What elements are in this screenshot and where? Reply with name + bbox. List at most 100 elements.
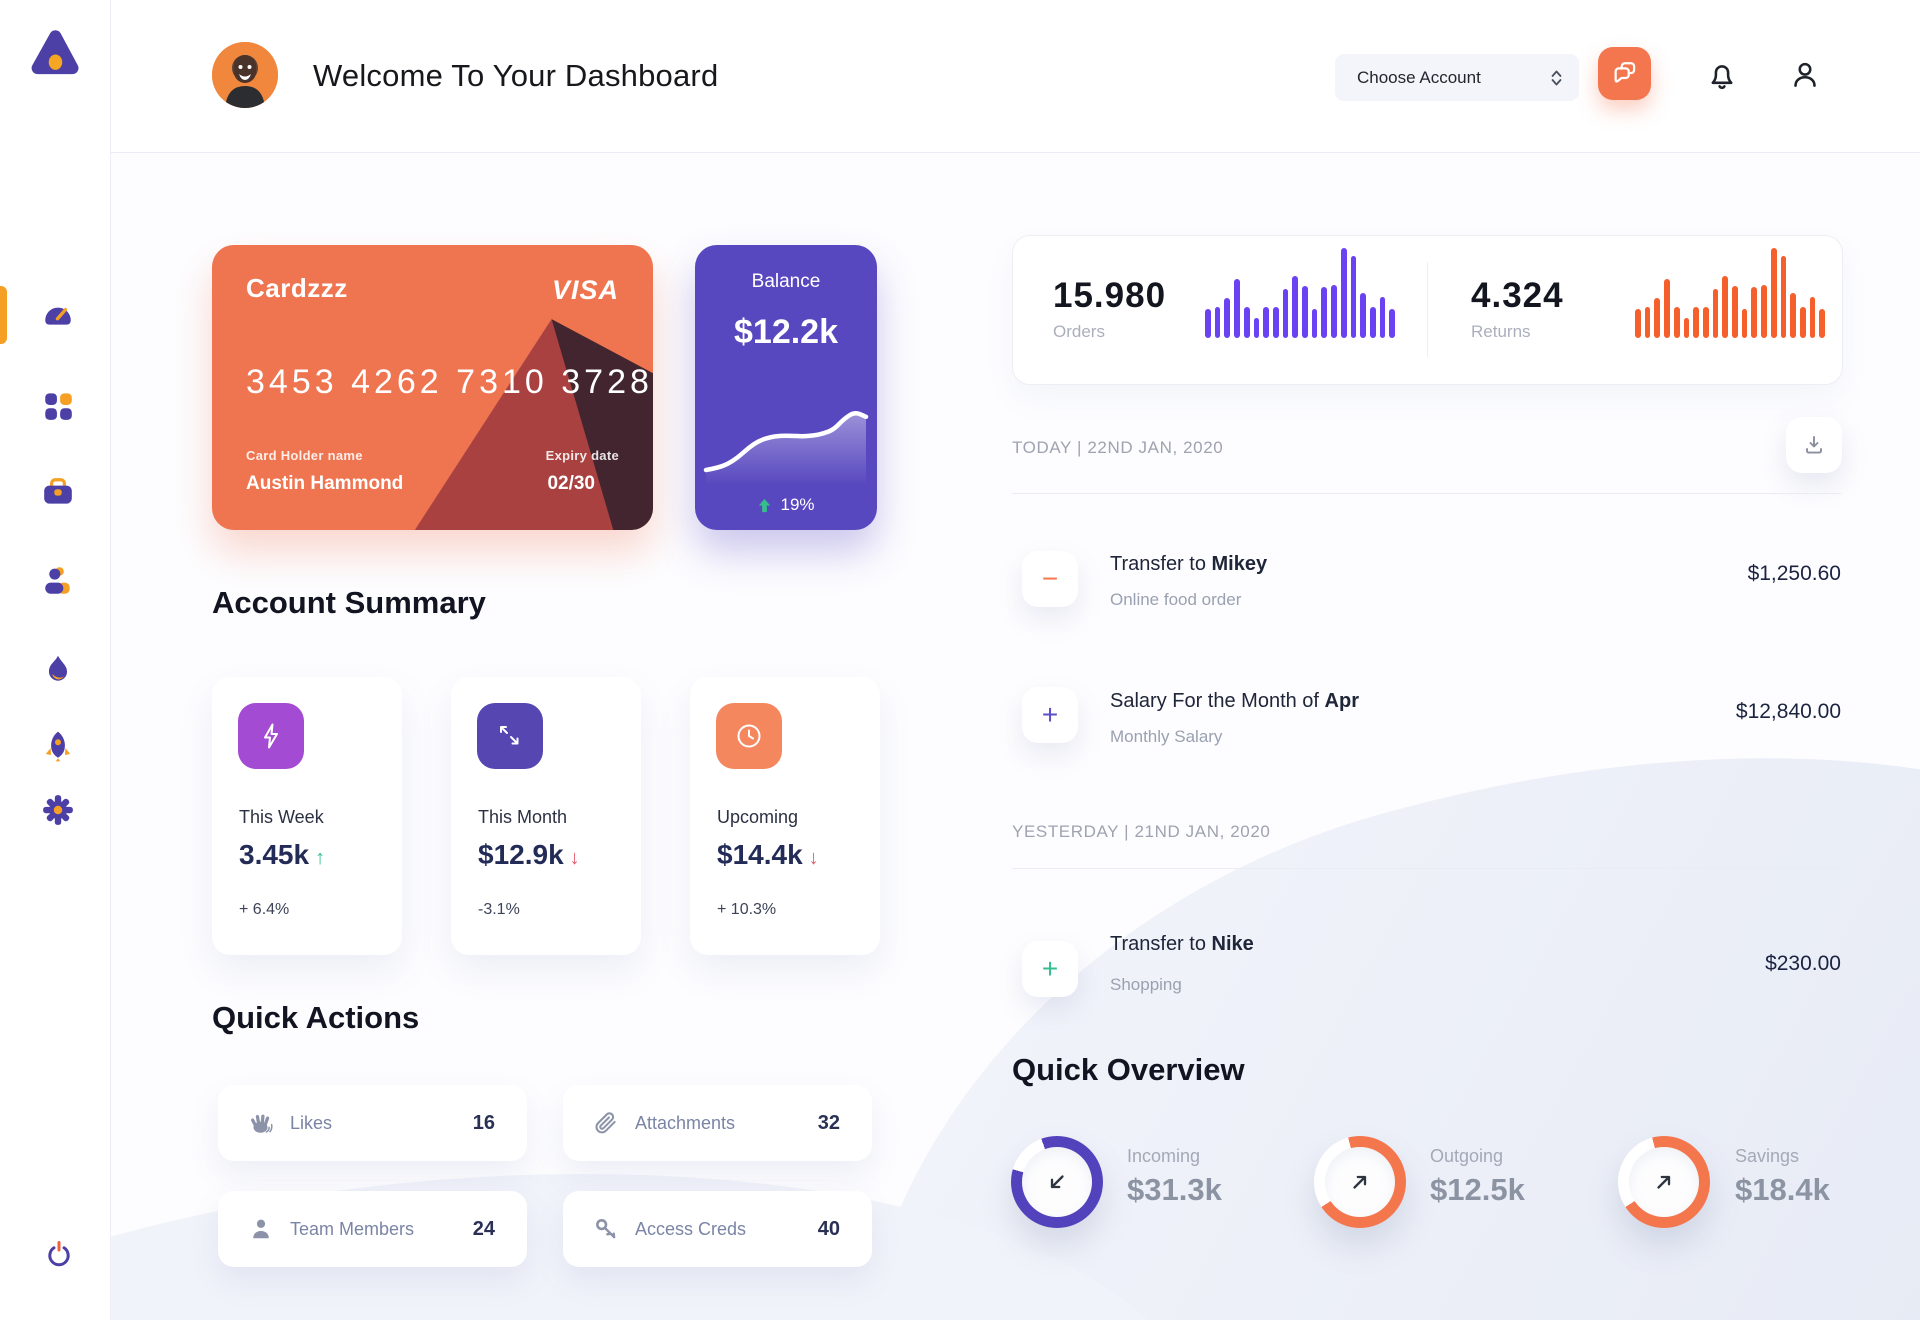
sidebar-item-activity[interactable] — [41, 652, 75, 686]
briefcase-icon — [44, 478, 72, 504]
savings-value: $18.4k — [1735, 1172, 1830, 1207]
activity-stats-card: 15.980 Orders 4.324 Returns — [1012, 235, 1843, 385]
quick-action-count: 40 — [817, 1217, 840, 1240]
today-section-header: TODAY | 22ND JAN, 2020 — [1012, 438, 1224, 457]
power-icon — [48, 1241, 70, 1267]
returns-label: Returns — [1471, 322, 1531, 341]
active-indicator — [0, 286, 7, 344]
transaction-amount: $230.00 — [1765, 952, 1841, 975]
quick-action-label: Attachments — [635, 1112, 736, 1133]
trend-arrow: ↑ — [315, 847, 326, 869]
outgoing-donut-gauge — [1314, 1136, 1406, 1228]
account-select-label: Choose Account — [1357, 67, 1481, 87]
sidebar — [0, 0, 111, 1320]
quick-overview-title: Quick Overview — [1012, 1052, 1245, 1087]
orders-bar-chart — [1205, 248, 1396, 338]
incoming-donut-gauge — [1011, 1136, 1103, 1228]
clock-icon — [716, 703, 782, 769]
summary-value: $14.4k ↓ — [717, 839, 819, 870]
arrow-up-right-icon — [1353, 1175, 1367, 1189]
page-title: Welcome To Your Dashboard — [313, 58, 719, 93]
orders-label: Orders — [1053, 322, 1105, 341]
sidebar-item-launch[interactable] — [41, 729, 75, 763]
card-number: 3453 4262 7310 3728 — [246, 363, 653, 401]
card-holder-name: Austin Hammond — [246, 473, 404, 494]
settings-gear-icon — [43, 795, 73, 825]
quick-actions-title: Quick Actions — [212, 1000, 420, 1035]
summary-value: 3.45k ↑ — [239, 839, 326, 870]
transaction-sign-plus: + — [1022, 941, 1078, 997]
summary-delta: -3.1% — [478, 901, 520, 918]
sidebar-item-logout[interactable] — [43, 1238, 75, 1270]
rocket-icon — [45, 731, 71, 762]
lightning-icon — [238, 703, 304, 769]
contacts-icon — [45, 567, 70, 594]
transaction-subtitle: Shopping — [1110, 975, 1182, 994]
summary-card-this-week: This Week 3.45k ↑ + 6.4% — [212, 677, 402, 955]
summary-card-upcoming: Upcoming $14.4k ↓ + 10.3% — [690, 677, 880, 955]
sidebar-item-portfolio[interactable] — [41, 476, 75, 510]
trend-arrow: ↓ — [569, 847, 580, 869]
user-icon — [1794, 62, 1816, 87]
card-expiry: 02/30 — [547, 473, 595, 494]
quick-action-access-creds[interactable]: Access Creds 40 — [563, 1191, 872, 1267]
chat-icon — [1614, 61, 1635, 83]
returns-value: 4.324 — [1471, 276, 1564, 315]
triangle-logo-icon — [31, 30, 79, 75]
savings-donut-gauge — [1618, 1136, 1710, 1228]
summary-value: $12.9k ↓ — [478, 839, 580, 870]
sidebar-item-settings[interactable] — [41, 793, 75, 827]
quick-action-label: Team Members — [290, 1218, 415, 1239]
notifications-button[interactable] — [1705, 58, 1739, 92]
orders-value: 15.980 — [1053, 276, 1167, 315]
balance-label: Balance — [751, 271, 821, 292]
sidebar-item-dashboard[interactable] — [41, 298, 75, 332]
quick-action-likes[interactable]: Likes 16 — [218, 1085, 527, 1161]
balance-amount: $12.2k — [734, 313, 838, 351]
messages-button[interactable] — [1598, 47, 1651, 100]
summary-delta: + 6.4% — [239, 901, 290, 918]
quick-action-team-members[interactable]: Team Members 24 — [218, 1191, 527, 1267]
quick-action-count: 24 — [472, 1217, 495, 1240]
quick-action-count: 32 — [817, 1111, 840, 1134]
account-select[interactable]: Choose Account — [1335, 54, 1579, 101]
avatar[interactable] — [212, 42, 278, 108]
summary-delta: + 10.3% — [717, 901, 777, 918]
transaction-title: Salary For the Month of Apr — [1110, 690, 1359, 712]
bell-icon — [1711, 65, 1733, 90]
divider — [1012, 868, 1841, 869]
credit-card: Cardzzz VISA 3453 4262 7310 3728 Card Ho… — [212, 245, 653, 530]
card-expiry-label: Expiry date — [545, 448, 619, 463]
outgoing-value: $12.5k — [1430, 1172, 1525, 1207]
divider — [1427, 262, 1428, 357]
sidebar-item-apps[interactable] — [41, 388, 75, 422]
download-button[interactable] — [1786, 417, 1842, 473]
quick-action-label: Likes — [290, 1112, 333, 1133]
incoming-value: $31.3k — [1127, 1172, 1222, 1207]
trend-arrows-icon — [477, 703, 543, 769]
yesterday-section-header: YESTERDAY | 21ND JAN, 2020 — [1012, 822, 1271, 841]
transaction-subtitle: Monthly Salary — [1110, 727, 1223, 746]
visa-logo: VISA — [551, 275, 619, 305]
summary-label: This Week — [239, 807, 324, 827]
sidebar-item-contacts[interactable] — [41, 564, 75, 598]
wave-hand-icon — [251, 1114, 273, 1133]
profile-button[interactable] — [1788, 58, 1822, 92]
summary-label: Upcoming — [717, 807, 799, 827]
quick-action-attachments[interactable]: Attachments 32 — [563, 1085, 872, 1161]
member-icon — [253, 1219, 269, 1239]
up-arrow-icon — [759, 498, 771, 512]
transaction-sign-plus: + — [1022, 687, 1078, 743]
download-icon — [1806, 436, 1822, 454]
transaction-amount: $1,250.60 — [1747, 562, 1841, 585]
dashboard-icon — [45, 307, 71, 325]
account-summary-title: Account Summary — [212, 585, 486, 620]
transaction-title: Transfer to Mikey — [1110, 553, 1268, 575]
key-icon — [596, 1219, 616, 1239]
balance-change: 19% — [695, 495, 877, 515]
apps-grid-icon — [45, 393, 72, 420]
savings-label: Savings — [1735, 1146, 1800, 1166]
app-logo[interactable] — [24, 26, 86, 82]
summary-card-this-month: This Month $12.9k ↓ -3.1% — [451, 677, 641, 955]
